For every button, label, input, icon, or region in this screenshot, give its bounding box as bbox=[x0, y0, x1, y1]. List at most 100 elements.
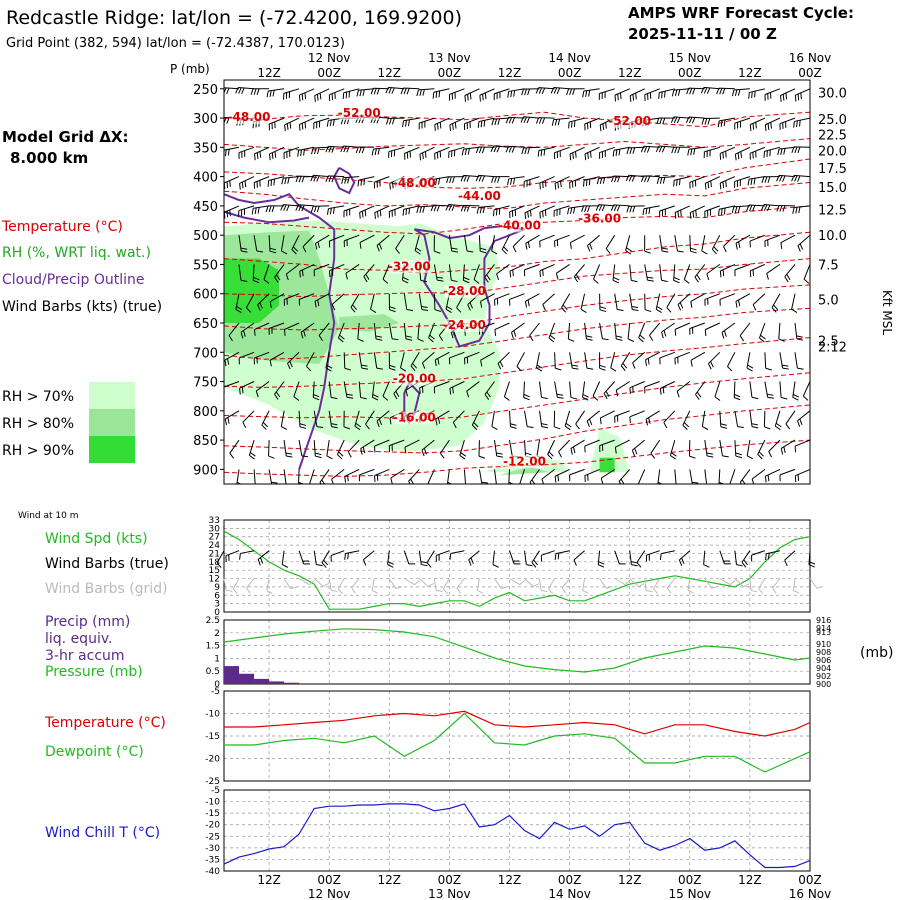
temperature-contour-label: -48.00 bbox=[228, 110, 271, 124]
wind-barb-flag bbox=[695, 394, 700, 400]
wind-barb-flag bbox=[448, 204, 452, 211]
wind-barb-flag bbox=[494, 176, 497, 183]
wind-barb-flag bbox=[404, 153, 406, 160]
surface-wind-barb-staff bbox=[468, 550, 480, 561]
wind-barb-flag bbox=[319, 482, 325, 484]
grid-wind-barb-flag bbox=[548, 588, 553, 594]
wind-barb bbox=[340, 145, 360, 153]
wind-barb-flag bbox=[676, 485, 682, 488]
wind-barb-staff bbox=[714, 381, 721, 397]
wind-barb-flag bbox=[466, 250, 474, 253]
top-tick-label: 12Z bbox=[618, 66, 642, 80]
wind-barb-staff bbox=[539, 205, 555, 213]
wind-barb-flag bbox=[391, 444, 393, 451]
wind-barb-flag bbox=[671, 146, 675, 154]
isotherm-line bbox=[224, 307, 810, 360]
grid-wind-barb-flag bbox=[436, 589, 443, 592]
wind-barb-flag bbox=[436, 152, 439, 159]
wind-barb-staff bbox=[719, 117, 735, 122]
wind-barb bbox=[541, 469, 555, 484]
wind-barb-flag bbox=[313, 394, 320, 398]
wind-barb-flag bbox=[409, 151, 411, 158]
wind-barb-flag bbox=[689, 212, 692, 219]
grid-wind-barb bbox=[582, 578, 589, 594]
wind-barb-flag bbox=[301, 176, 305, 183]
grid-wind-barb bbox=[433, 578, 443, 592]
wind-barb-flag bbox=[586, 367, 594, 370]
wind-barb bbox=[553, 410, 561, 430]
wind-barb-flag bbox=[645, 359, 647, 367]
wind-barb-flag bbox=[568, 122, 570, 129]
wind-barb-flag bbox=[516, 366, 522, 372]
wind-barb-flag bbox=[575, 274, 580, 280]
wind-barb-flag bbox=[797, 245, 801, 252]
wind-barb-staff bbox=[674, 351, 690, 359]
wind-barb-flag bbox=[595, 204, 600, 211]
wind-barb-flag bbox=[592, 395, 599, 401]
wind-barb-flag bbox=[421, 306, 428, 309]
page-title: Redcastle Ridge: lat/lon = (-72.4200, 16… bbox=[6, 7, 462, 29]
wind-barb-flag bbox=[709, 209, 712, 216]
wind-barb bbox=[418, 117, 435, 130]
wind-barb-flag bbox=[281, 426, 288, 431]
grid-wind-barb bbox=[548, 578, 556, 594]
isotherm-line bbox=[224, 182, 810, 210]
wind-barb-flag bbox=[686, 88, 690, 95]
y-tick-label: 3 bbox=[214, 600, 220, 610]
wind-barb-staff bbox=[676, 381, 691, 392]
wind-barb-flag bbox=[794, 95, 797, 102]
wind-barb bbox=[245, 293, 255, 313]
wind-barb-flag bbox=[755, 151, 757, 158]
wind-barb-flag bbox=[720, 426, 728, 429]
wind-barb-staff bbox=[627, 322, 631, 339]
wind-barb bbox=[763, 146, 781, 158]
wind-barb-flag bbox=[731, 89, 735, 97]
wind-barb bbox=[452, 410, 465, 429]
wind-barb bbox=[343, 234, 360, 248]
wind-barb bbox=[448, 146, 465, 158]
wind-barb-staff bbox=[659, 205, 675, 212]
wind-barb-flag bbox=[725, 180, 727, 187]
wind-barb-flag bbox=[554, 183, 557, 190]
wind-barb-flag bbox=[357, 180, 360, 187]
temperature-contour-label: -48.00 bbox=[393, 176, 436, 190]
surface-wind-barb-staff bbox=[313, 550, 317, 565]
wind-barb-flag bbox=[598, 204, 603, 211]
wind-barb-flag bbox=[525, 452, 532, 456]
wind-barb-flag bbox=[770, 92, 772, 99]
wind-barb-flag bbox=[527, 211, 529, 218]
wind-barb-flag bbox=[539, 212, 541, 219]
wind-barb-staff bbox=[508, 176, 525, 180]
wind-barb bbox=[600, 468, 615, 484]
wind-barb-flag bbox=[689, 88, 693, 95]
wind-barb-flag bbox=[438, 90, 441, 98]
wind-barb-staff bbox=[509, 263, 525, 272]
cloud-outline bbox=[333, 166, 356, 195]
wind-barb-flag bbox=[550, 87, 555, 94]
pressure-tick-label: 450 bbox=[193, 200, 218, 215]
wind-barb-staff bbox=[704, 293, 720, 300]
wind-barb bbox=[478, 469, 488, 484]
wind-barb-flag bbox=[346, 393, 353, 396]
wind-barb-staff bbox=[749, 410, 753, 427]
wind-barb-flag bbox=[704, 211, 706, 218]
wind-barb-staff bbox=[224, 410, 240, 420]
pressure-axis: 2503003504004505005506006507007508008509… bbox=[193, 83, 224, 478]
wind-barb bbox=[704, 293, 720, 306]
wind-barb bbox=[519, 469, 525, 484]
wind-barb-flag bbox=[773, 304, 779, 311]
wind-barb-flag bbox=[226, 210, 229, 218]
wind-barb bbox=[605, 234, 616, 254]
wind-barb-flag bbox=[376, 474, 379, 481]
wind-barb-flag bbox=[408, 208, 411, 215]
wind-barb bbox=[659, 351, 675, 365]
wind-barb-flag bbox=[658, 92, 660, 99]
wind-barb-flag bbox=[438, 335, 444, 341]
wind-barb bbox=[370, 87, 390, 95]
wind-barb bbox=[313, 263, 330, 277]
wind-barb bbox=[434, 351, 450, 367]
wind-barb-flag bbox=[480, 360, 483, 367]
wind-barb-flag bbox=[394, 209, 396, 216]
wind-barb-flag bbox=[238, 87, 242, 94]
wind-barb bbox=[298, 440, 309, 458]
